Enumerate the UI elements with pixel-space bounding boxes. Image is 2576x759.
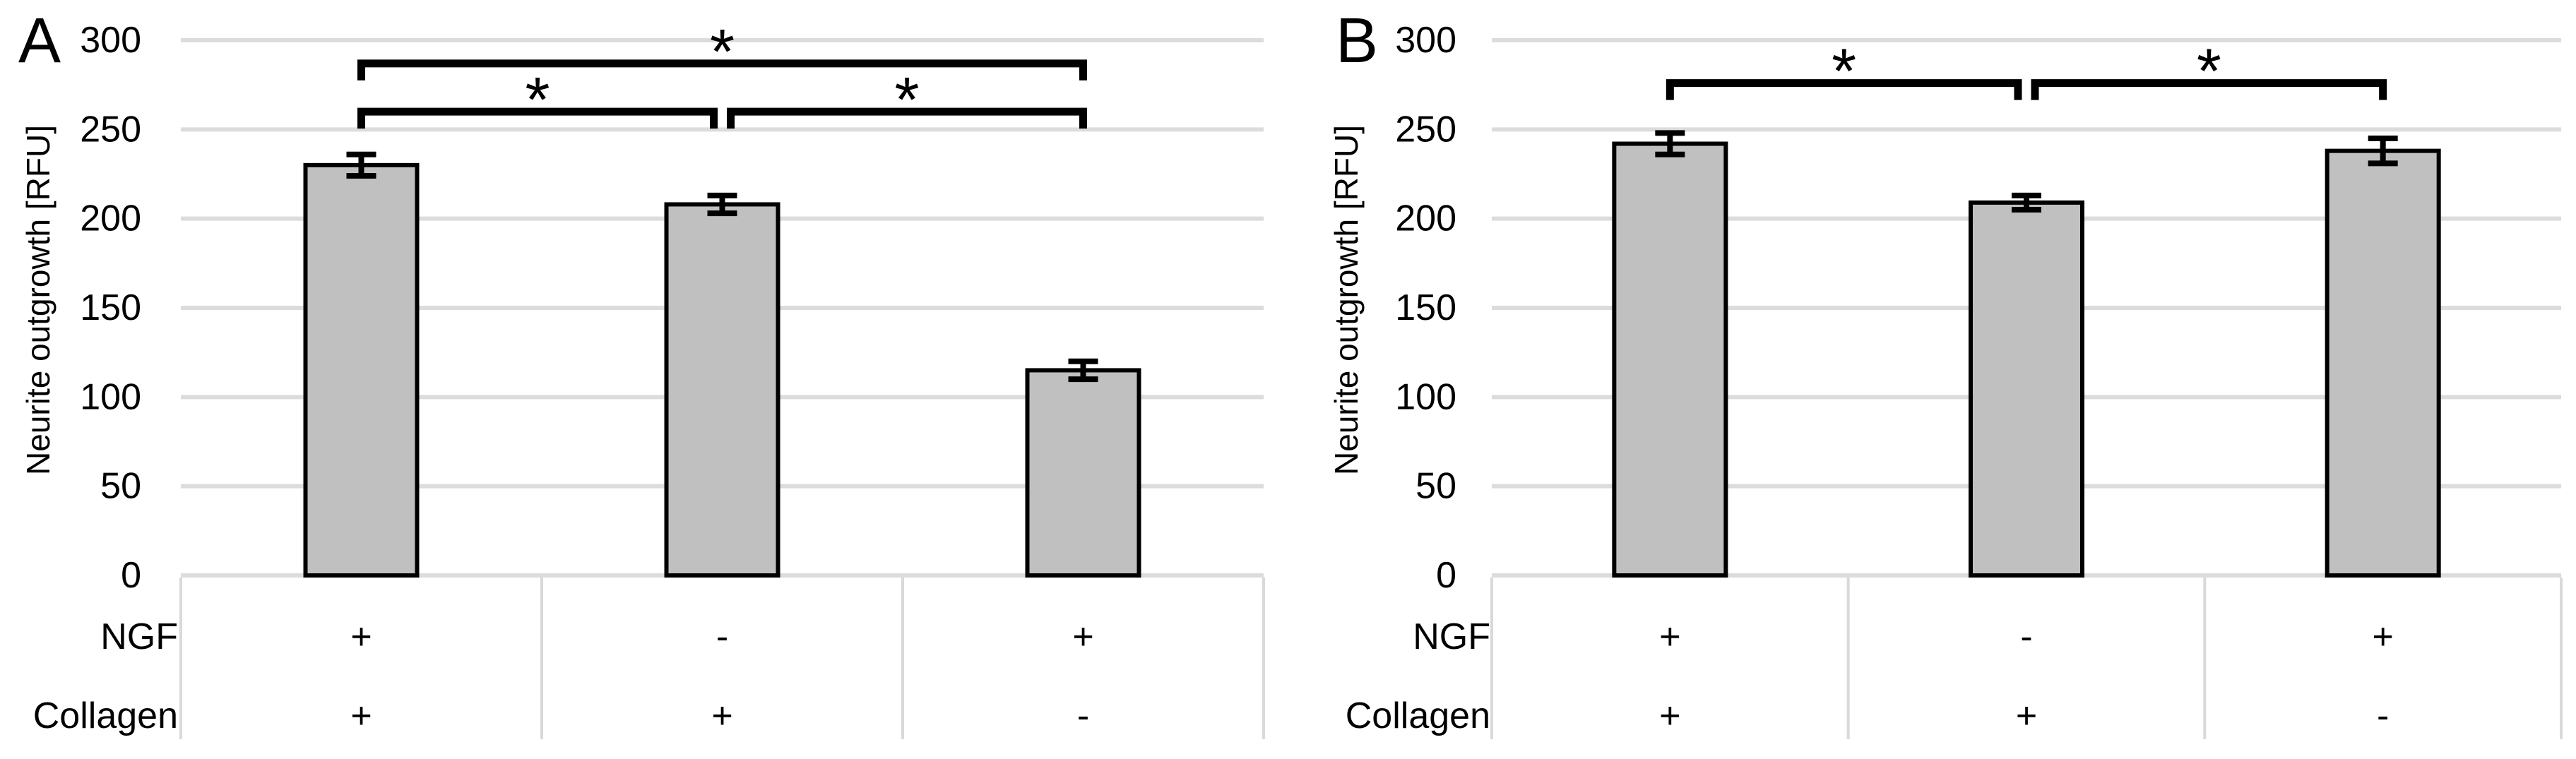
significance-bracket <box>727 107 1087 129</box>
condition-sign: + <box>350 695 372 736</box>
condition-sign: + <box>711 695 732 736</box>
y-tick-label: 0 <box>1436 555 1456 596</box>
y-tick-label: 0 <box>121 555 141 596</box>
condition-row-label: Collagen <box>33 695 178 736</box>
condition-sign: - <box>1077 695 1089 736</box>
condition-row-label: Collagen <box>1346 695 1490 736</box>
significance-bracket <box>357 59 1087 80</box>
bar <box>664 202 780 578</box>
significance-star: * <box>525 65 550 136</box>
y-tick-label: 100 <box>80 376 141 417</box>
condition-sign: + <box>2372 616 2393 657</box>
condition-sign: - <box>2020 616 2032 657</box>
significance-star: * <box>1832 37 1856 107</box>
condition-sign: + <box>1659 616 1680 657</box>
y-axis-title: Neurite outgrowth [RFU] <box>1328 125 1365 475</box>
y-tick-label: 200 <box>1395 198 1456 239</box>
y-tick-label: 50 <box>1415 466 1456 507</box>
significance-bracket <box>357 107 718 129</box>
y-tick-label: 300 <box>80 20 141 61</box>
y-tick-label: 300 <box>1395 20 1456 61</box>
bar <box>1025 368 1141 578</box>
y-tick-label: 250 <box>1395 109 1456 150</box>
bar <box>1612 141 1728 578</box>
significance-star: * <box>2197 37 2221 107</box>
bar <box>1969 200 2084 578</box>
bar <box>303 162 420 578</box>
y-tick-label: 100 <box>1395 376 1456 417</box>
significance-star: * <box>894 65 919 136</box>
condition-sign: - <box>2377 695 2389 736</box>
significance-bracket <box>1666 79 2022 100</box>
panel-letter: A <box>18 6 61 76</box>
y-tick-label: 50 <box>100 466 141 507</box>
panel-letter: B <box>1336 6 1378 76</box>
y-tick-label: 250 <box>80 109 141 150</box>
condition-sign: + <box>1072 616 1093 657</box>
significance-bracket <box>2031 79 2387 100</box>
y-axis-title: Neurite outgrowth [RFU] <box>20 125 57 475</box>
condition-sign: + <box>350 616 372 657</box>
condition-sign: + <box>1659 695 1680 736</box>
condition-row-label: NGF <box>100 616 178 657</box>
condition-row-label: NGF <box>1413 616 1490 657</box>
condition-sign: - <box>716 616 728 657</box>
y-tick-label: 150 <box>80 287 141 328</box>
y-tick-label: 200 <box>80 198 141 239</box>
bar <box>2325 148 2441 578</box>
condition-sign: + <box>2016 695 2037 736</box>
y-tick-label: 150 <box>1395 287 1456 328</box>
significance-star: * <box>710 17 735 88</box>
